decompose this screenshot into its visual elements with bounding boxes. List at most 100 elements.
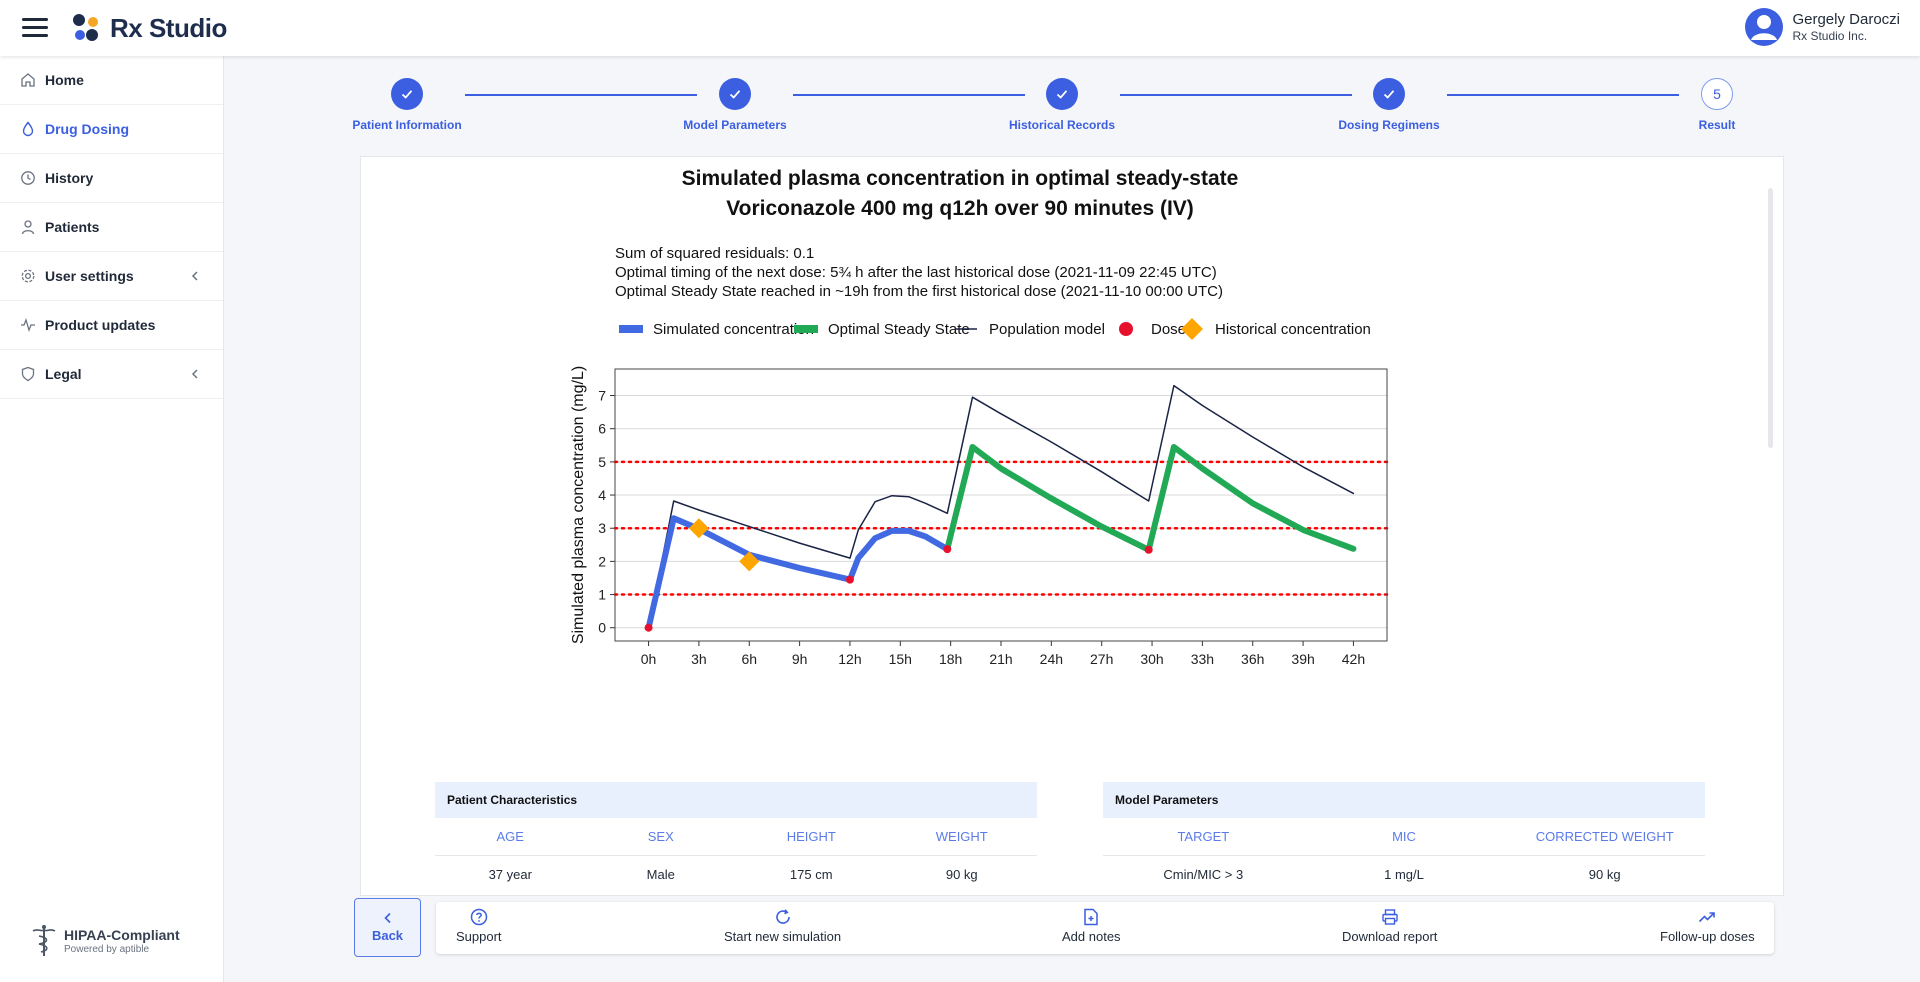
back-button[interactable]: Back	[354, 898, 421, 957]
add-notes-button[interactable]: Add notes	[1062, 908, 1121, 944]
hipaa-badge[interactable]: HIPAA-Compliant Powered by aptible	[30, 924, 180, 958]
help-icon	[470, 908, 488, 926]
support-button[interactable]: Support	[456, 908, 502, 944]
sidebar-item-home[interactable]: Home	[0, 56, 223, 105]
x-tick-label: 24h	[1040, 651, 1063, 667]
table-cell: 175 cm	[789, 866, 833, 882]
y-tick-label: 5	[598, 454, 606, 470]
table-row: Cmin/MIC > 3 1 mg/L 90 kg	[1103, 856, 1705, 892]
y-tick-label: 1	[598, 587, 606, 603]
step-dosing-regimens[interactable]: Dosing Regimens	[1299, 78, 1479, 132]
avatar-icon	[1745, 8, 1784, 46]
model-parameters-table: Model Parameters TARGET MIC CORRECTED WE…	[1103, 782, 1705, 892]
x-tick-label: 3h	[691, 651, 707, 667]
y-tick-label: 6	[598, 421, 606, 437]
column-header: WEIGHT	[935, 829, 988, 844]
download-report-label: Download report	[1342, 929, 1438, 944]
app-header: Rx Studio Gergely Daroczi Rx Studio Inc.	[0, 0, 1920, 56]
legend-swatch	[794, 325, 818, 333]
legend-swatch	[619, 325, 643, 333]
start-new-simulation-button[interactable]: Start new simulation	[724, 908, 841, 944]
legend-label: Optimal Steady State	[828, 321, 970, 338]
patient-characteristics-table: Patient Characteristics AGE SEX HEIGHT W…	[435, 782, 1037, 892]
sidebar: Home Drug Dosing History Patients User s…	[0, 56, 224, 982]
y-tick-label: 3	[598, 520, 606, 536]
table-cell: Cmin/MIC > 3	[1163, 866, 1244, 882]
plot-area: 0 1 2 3 4 5 6 7 0h 3h 6h 9h 12h 15h 18h 21h 24h 27h 30h 33h…	[570, 366, 1389, 667]
table-cell: 37 year	[488, 866, 532, 882]
step-connector	[465, 94, 697, 96]
refresh-icon	[775, 909, 790, 924]
home-icon	[20, 72, 36, 88]
sidebar-item-user-settings[interactable]: User settings	[0, 252, 223, 301]
rx-studio-logo-icon	[73, 14, 98, 41]
app-name: Rx Studio	[110, 12, 227, 43]
chevron-left-icon	[383, 912, 391, 924]
chart-info: Sum of squared residuals: 0.1 Optimal ti…	[615, 244, 1223, 301]
drop-icon	[20, 121, 36, 137]
chart-legend: Simulated concentration Optimal Steady St…	[619, 318, 1371, 340]
sidebar-item-label: Home	[45, 72, 84, 88]
scrollbar[interactable]	[1768, 188, 1773, 448]
sidebar-item-patients[interactable]: Patients	[0, 203, 223, 252]
follow-up-doses-button[interactable]: Follow-up doses	[1660, 908, 1755, 944]
column-header: CORRECTED WEIGHT	[1535, 829, 1674, 844]
user-org: Rx Studio Inc.	[1792, 29, 1868, 43]
y-tick-label: 4	[598, 487, 606, 503]
sidebar-item-product-updates[interactable]: Product updates	[0, 301, 223, 350]
step-label: Result	[1698, 118, 1736, 132]
y-tick-label: 0	[598, 620, 606, 636]
step-result[interactable]: 5 Result	[1627, 78, 1807, 132]
check-icon[interactable]	[1046, 78, 1078, 110]
sidebar-item-legal[interactable]: Legal	[0, 350, 223, 399]
concentration-chart: Simulated concentration Optimal Steady St…	[570, 318, 1389, 667]
legend-label: Dose	[1151, 321, 1186, 338]
step-historical-records[interactable]: Historical Records	[972, 78, 1152, 132]
check-icon[interactable]	[1373, 78, 1405, 110]
step-patient-information[interactable]: Patient Information	[317, 78, 497, 132]
download-report-button[interactable]: Download report	[1342, 908, 1437, 944]
user-menu[interactable]: Gergely Daroczi Rx Studio Inc.	[1744, 7, 1900, 47]
table-title: Patient Characteristics	[435, 782, 1037, 818]
table-title: Model Parameters	[1103, 782, 1705, 818]
table-header-row: AGE SEX HEIGHT WEIGHT	[435, 818, 1037, 856]
table-header-row: TARGET MIC CORRECTED WEIGHT	[1103, 818, 1705, 856]
column-header: SEX	[647, 829, 674, 844]
sidebar-item-label: User settings	[45, 268, 134, 284]
step-model-parameters[interactable]: Model Parameters	[645, 78, 825, 132]
printer-icon	[1381, 909, 1398, 925]
step-connector	[793, 94, 1025, 96]
action-bar: Support Start new simulation Add notes D…	[436, 902, 1774, 954]
shield-icon	[20, 366, 36, 382]
column-header: HEIGHT	[786, 829, 836, 844]
user-name: Gergely Daroczi	[1792, 11, 1900, 28]
info-steady-state: Optimal Steady State reached in ~19h fro…	[615, 283, 1223, 300]
check-icon[interactable]	[391, 78, 423, 110]
x-tick-label: 36h	[1241, 651, 1264, 667]
y-tick-label: 7	[598, 388, 606, 404]
x-tick-label: 0h	[641, 651, 657, 667]
sidebar-item-history[interactable]: History	[0, 154, 223, 203]
support-label: Support	[456, 929, 502, 944]
check-icon[interactable]	[719, 78, 751, 110]
legend-label: Population model	[989, 321, 1105, 338]
progress-stepper: Patient Information Model Parameters His…	[330, 78, 1735, 138]
column-header: AGE	[496, 829, 524, 844]
table-cell: Male	[646, 866, 675, 882]
sidebar-item-label: Legal	[45, 366, 82, 382]
sidebar-item-label: Product updates	[45, 317, 156, 333]
menu-icon[interactable]	[22, 18, 48, 38]
caduceus-icon	[32, 925, 56, 956]
info-residuals: Sum of squared residuals: 0.1	[615, 245, 815, 262]
series-line	[647, 384, 1355, 629]
dose-point	[644, 623, 653, 632]
x-tick-label: 27h	[1090, 651, 1113, 667]
trending-up-icon	[1699, 912, 1716, 923]
historical-point	[688, 518, 709, 539]
legend-swatch	[1181, 318, 1203, 340]
app-logo[interactable]: Rx Studio	[70, 12, 227, 44]
file-plus-icon	[1084, 908, 1099, 926]
back-label: Back	[371, 928, 404, 943]
sidebar-item-drug-dosing[interactable]: Drug Dosing	[0, 105, 223, 154]
step-number[interactable]: 5	[1701, 78, 1733, 110]
